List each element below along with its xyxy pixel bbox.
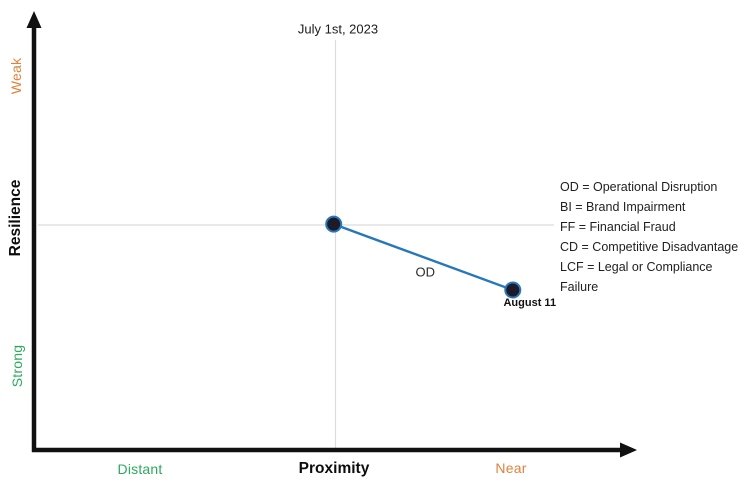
y-axis-low-label: Strong: [9, 344, 25, 388]
x-axis-arrowhead: [620, 442, 637, 458]
legend-item: FF = Financial Fraud: [560, 220, 676, 234]
point-label-august11: August 11: [503, 296, 557, 309]
legend-item: LCF = Legal or Compliance Failure: [560, 260, 713, 294]
series-line-od: [333, 223, 514, 292]
y-axis-title: Resilience: [7, 179, 24, 257]
legend: OD = Operational Disruption BI = Brand Im…: [560, 177, 750, 294]
y-axis-high-label: Weak: [8, 57, 24, 95]
data-point-july1: [325, 215, 343, 233]
series-label-od: OD: [415, 264, 435, 280]
x-axis-low-label: Distant: [117, 461, 163, 477]
data-point-august11: [504, 281, 522, 299]
legend-item: CD = Competitive Disadvantage: [560, 240, 739, 254]
chart-title: July 1st, 2023: [297, 21, 379, 37]
x-axis-high-label: Near: [495, 460, 527, 476]
legend-item: OD = Operational Disruption: [560, 180, 718, 194]
y-axis-arrowhead: [26, 11, 42, 28]
x-axis-title: Proximity: [298, 460, 370, 477]
legend-item: BI = Brand Impairment: [560, 200, 686, 214]
